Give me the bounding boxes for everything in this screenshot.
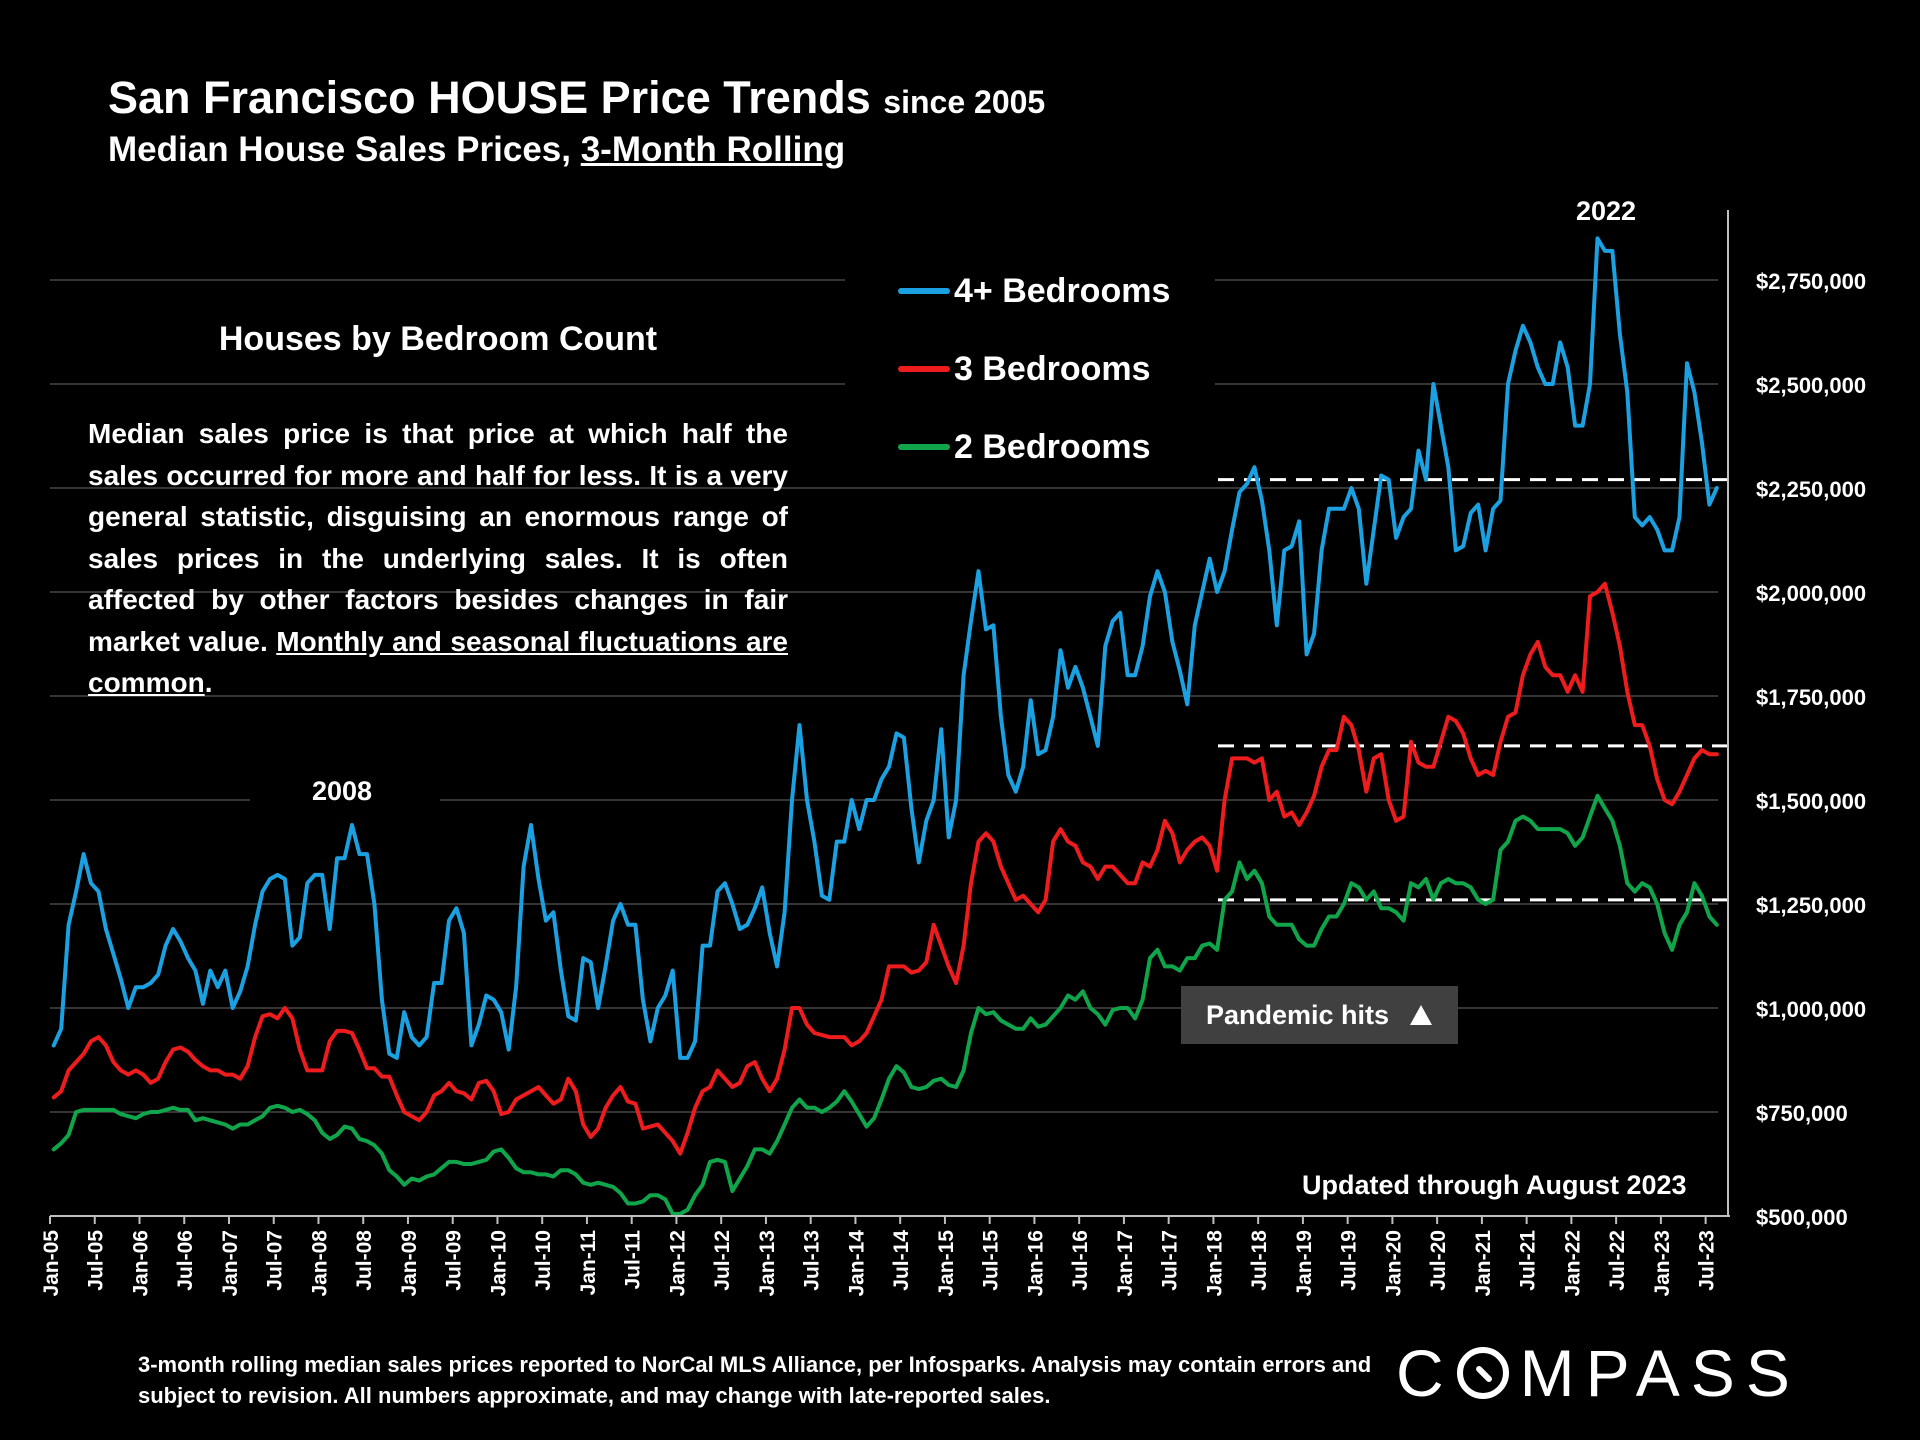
y-tick-label-5: $1,750,000 xyxy=(1756,685,1866,710)
x-tick-label-20: Jan-15 xyxy=(935,1230,958,1297)
x-tick-label-31: Jul-20 xyxy=(1427,1230,1450,1291)
footnote: 3-month rolling median sales prices repo… xyxy=(138,1352,1372,1408)
textbox-body-underlined: Monthly and seasonal fluctuations are co… xyxy=(88,625,788,699)
x-tick-label-1: Jul-05 xyxy=(85,1230,108,1291)
chart-subtitle: Median House Sales Prices, 3-Month Rolli… xyxy=(108,130,845,170)
x-tick-label-23: Jul-16 xyxy=(1069,1230,1092,1291)
x-tick-label-15: Jul-12 xyxy=(711,1230,734,1291)
x-tick-label-34: Jan-22 xyxy=(1561,1230,1584,1297)
x-tick-label-36: Jan-23 xyxy=(1651,1230,1674,1297)
x-tick-label-13: Jul-11 xyxy=(622,1230,645,1290)
x-tick-label-11: Jul-10 xyxy=(532,1230,555,1291)
y-tick-label-8: $2,500,000 xyxy=(1756,373,1866,398)
textbox-body: Median sales price is that price at whic… xyxy=(88,413,788,704)
x-tick-label-22: Jan-16 xyxy=(1024,1230,1047,1297)
y-tick-label-6: $2,000,000 xyxy=(1756,581,1866,606)
x-tick-label-29: Jul-19 xyxy=(1338,1230,1361,1291)
x-tick-label-4: Jan-07 xyxy=(219,1230,242,1297)
x-tick-label-12: Jan-11 xyxy=(577,1230,600,1296)
legend-swatch-3bed xyxy=(898,366,950,372)
logo-text-c: C xyxy=(1396,1336,1455,1410)
x-tick-label-27: Jul-18 xyxy=(1248,1230,1271,1291)
logo-o-mark xyxy=(1456,1347,1509,1399)
text-mask-1 xyxy=(250,775,440,815)
legend-label-3bed: 3 Bedrooms xyxy=(954,349,1151,388)
x-tick-label-6: Jan-08 xyxy=(308,1230,331,1297)
series-lines xyxy=(51,236,1719,1216)
x-tick-label-37: Jul-23 xyxy=(1696,1230,1719,1291)
x-tick-label-14: Jan-12 xyxy=(666,1230,689,1297)
pandemic-callout: Pandemic hits xyxy=(1181,986,1458,1044)
x-tick-label-7: Jul-08 xyxy=(353,1230,376,1291)
x-tick-label-30: Jan-20 xyxy=(1382,1230,1405,1297)
chart-title: San Francisco HOUSE Price Trends since 2… xyxy=(108,72,1045,124)
textbox-heading: Houses by Bedroom Count xyxy=(218,320,658,358)
x-tick-label-3: Jul-06 xyxy=(174,1230,197,1291)
tick-labels: $500,000 $750,000 $1,000,000 $1,250,000 $1,5… xyxy=(40,269,1866,1297)
pandemic-label: Pandemic hits xyxy=(1205,999,1390,1030)
triangle-up-icon xyxy=(1410,1005,1433,1025)
x-tick-label-18: Jan-14 xyxy=(845,1230,868,1297)
x-tick-label-0: Jan-05 xyxy=(40,1230,63,1297)
chart-subtitle-underlined: 3-Month Rolling xyxy=(580,130,846,169)
y-tick-label-3: $1,250,000 xyxy=(1756,893,1866,918)
chart-title-main: San Francisco HOUSE Price Trends xyxy=(108,72,871,123)
textbox-body-end: . xyxy=(204,667,213,698)
annotation-2022-peak: 2022 xyxy=(1576,196,1637,226)
text-mask-2 xyxy=(1188,190,1750,220)
x-tick-label-10: Jan-10 xyxy=(487,1230,510,1297)
x-tick-label-9: Jul-09 xyxy=(443,1230,466,1291)
legend-item-2bed: 2 Bedrooms xyxy=(898,408,1170,486)
legend-item-3bed: 3 Bedrooms xyxy=(898,330,1170,408)
x-tick-label-24: Jan-17 xyxy=(1114,1230,1137,1297)
x-tick-label-2: Jan-06 xyxy=(129,1230,152,1297)
x-tick-label-8: Jan-09 xyxy=(398,1230,421,1297)
x-tick-label-35: Jul-22 xyxy=(1606,1230,1629,1291)
x-tick-label-16: Jan-13 xyxy=(756,1230,779,1297)
chart-subtitle-prefix: Median House Sales Prices, xyxy=(108,130,581,169)
reference-lines xyxy=(1218,478,1728,902)
x-tick-label-19: Jul-14 xyxy=(890,1230,913,1291)
y-tick-label-1: $750,000 xyxy=(1756,1101,1848,1126)
legend-label-2bed: 2 Bedrooms xyxy=(954,427,1151,466)
legend-item-4plus: 4+ Bedrooms xyxy=(898,252,1170,330)
chart-legend: 4+ Bedrooms 3 Bedrooms 2 Bedrooms xyxy=(898,252,1170,486)
series-line-1 xyxy=(51,581,1719,1156)
updated-note: Updated through August 2023 xyxy=(1302,1170,1687,1200)
x-tick-label-17: Jul-13 xyxy=(801,1230,824,1291)
x-tick-label-21: Jul-15 xyxy=(980,1230,1003,1291)
y-tick-label-7: $2,250,000 xyxy=(1756,477,1866,502)
y-tick-label-9: $2,750,000 xyxy=(1756,269,1866,294)
axes xyxy=(49,210,1730,1224)
logo-text-rest: MPASS xyxy=(1519,1336,1801,1410)
legend-swatch-4plus xyxy=(898,288,950,294)
series-line-0 xyxy=(51,236,1719,1060)
x-tick-label-32: Jan-21 xyxy=(1472,1230,1495,1297)
x-tick-label-25: Jul-17 xyxy=(1159,1230,1182,1291)
series-line-2 xyxy=(51,793,1719,1216)
x-tick-label-33: Jul-21 xyxy=(1517,1230,1540,1291)
textbox-body-main: Median sales price is that price at whic… xyxy=(88,418,788,657)
x-tick-label-26: Jan-18 xyxy=(1203,1230,1226,1297)
legend-swatch-2bed xyxy=(898,444,950,450)
annotation-2008-peak: 2008 xyxy=(312,776,373,806)
legend-label-4plus: 4+ Bedrooms xyxy=(954,271,1171,310)
x-tick-label-5: Jul-07 xyxy=(264,1230,287,1291)
y-tick-label-4: $1,500,000 xyxy=(1756,789,1866,814)
y-tick-label-2: $1,000,000 xyxy=(1756,997,1866,1022)
chart-title-suffix: since 2005 xyxy=(883,84,1046,120)
x-tick-label-28: Jan-19 xyxy=(1293,1230,1316,1297)
compass-logo: C MPASS xyxy=(1396,1336,1801,1410)
y-tick-label-0: $500,000 xyxy=(1756,1205,1848,1230)
